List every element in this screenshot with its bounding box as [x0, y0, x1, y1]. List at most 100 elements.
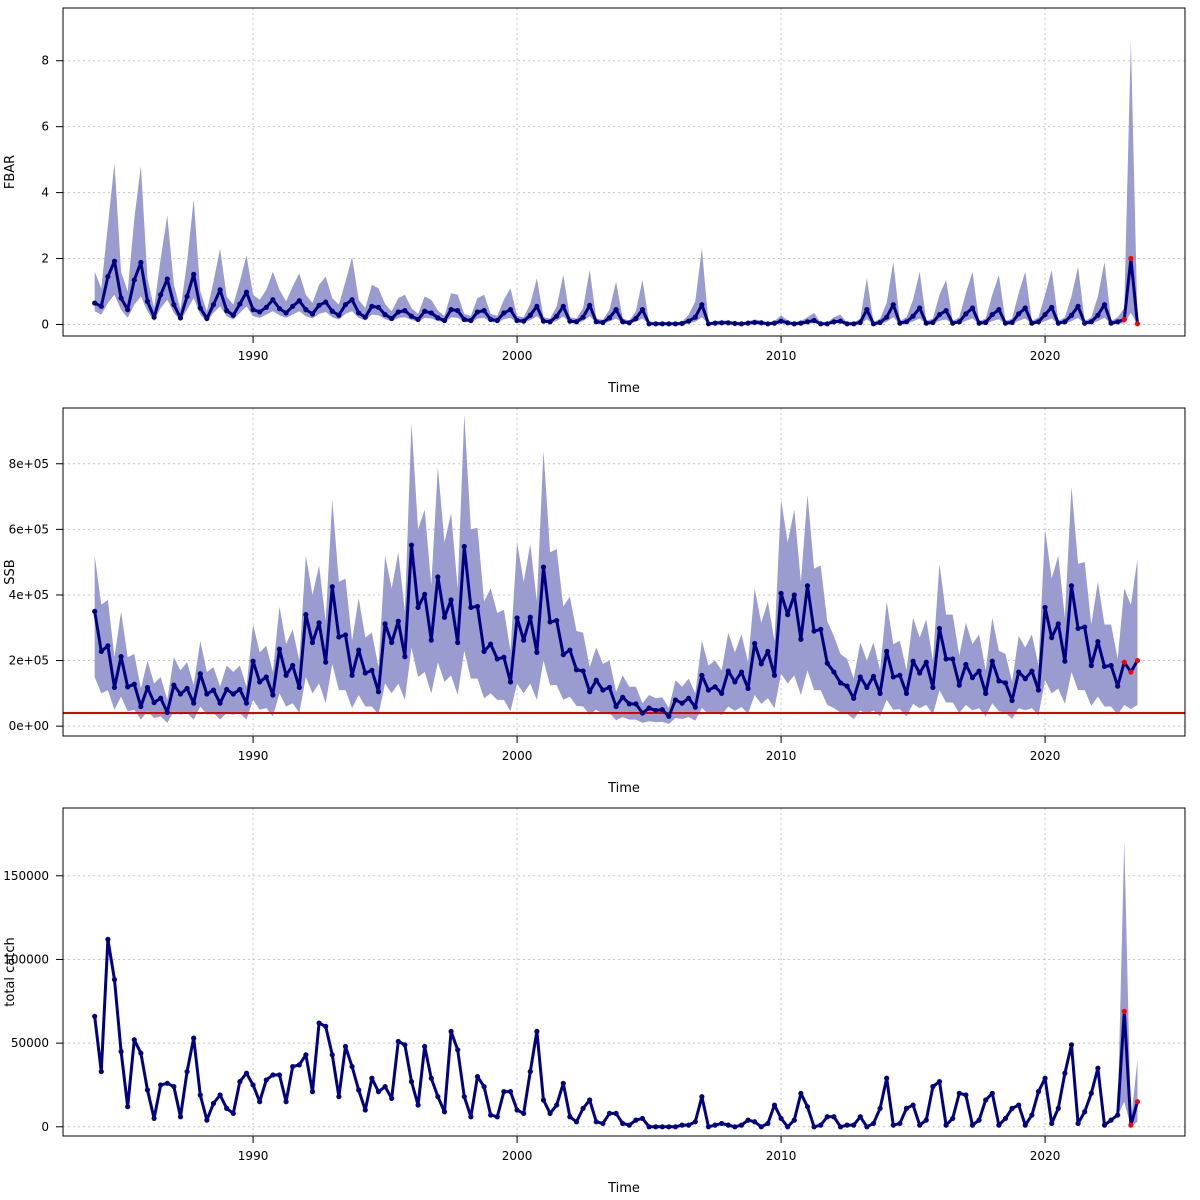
fbar-y-tick-label: 8: [41, 54, 49, 68]
fbar-data-point: [164, 276, 170, 282]
total-catch-data-point: [606, 1110, 613, 1117]
ssb-data-point: [758, 661, 764, 667]
total-catch-data-point: [818, 1122, 824, 1128]
fbar-data-point: [917, 305, 923, 311]
fbar-data-point: [323, 299, 329, 305]
ssb-data-point: [917, 670, 923, 676]
fbar-data-point: [521, 318, 527, 324]
ssb-plot-frame: [62, 407, 1186, 737]
fbar-data-point: [679, 320, 685, 327]
total-catch-data-point: [732, 1124, 738, 1130]
ssb-data-point: [620, 694, 626, 700]
fbar-data-point: [791, 321, 797, 327]
fbar-data-point: [356, 310, 362, 316]
fbar-data-point: [125, 307, 131, 313]
ssb-data-point: [158, 695, 164, 701]
total-catch-data-point: [771, 1102, 778, 1108]
ssb-data-point: [349, 672, 355, 678]
fbar-data-point: [296, 298, 302, 304]
ssb-data-point: [712, 684, 718, 690]
total-catch-data-point: [917, 1122, 923, 1128]
total-catch-data-point: [983, 1097, 989, 1103]
ssb-data-point: [210, 687, 217, 693]
ssb-data-point: [1022, 676, 1028, 682]
total-catch-data-point: [745, 1117, 751, 1123]
total-catch-data-point: [257, 1099, 263, 1105]
fbar-data-point: [903, 319, 910, 325]
total-catch-data-point: [719, 1120, 725, 1127]
total-catch-data-point: [224, 1105, 230, 1111]
ssb-data-point: [738, 669, 745, 675]
total-catch-data-point: [778, 1115, 784, 1122]
total-catch-plot-frame: [62, 807, 1186, 1137]
total-catch-data-point: [250, 1082, 256, 1088]
fbar-data-point: [441, 317, 448, 324]
ssb-data-point: [382, 621, 388, 627]
ssb-data-point: [191, 700, 197, 706]
ssb-data-point: [791, 592, 797, 598]
total-catch-data-point: [125, 1104, 131, 1110]
ssb-data-point: [474, 603, 481, 610]
ssb-data-point: [481, 648, 487, 654]
fbar-data-point: [659, 321, 665, 327]
ssb-data-point: [1101, 663, 1108, 670]
total-catch-data-point: [943, 1122, 949, 1128]
ssb-y-tick-label: 0e+00: [9, 719, 49, 733]
ssb-data-point: [653, 707, 659, 714]
ssb-data-point: [1002, 680, 1009, 686]
total-catch-data-point: [705, 1124, 712, 1130]
ssb-data-point: [243, 700, 250, 706]
fbar-data-point: [118, 295, 124, 301]
total-catch-data-point: [692, 1119, 698, 1125]
total-catch-data-point: [316, 1020, 322, 1026]
total-catch-data-point: [633, 1117, 639, 1123]
fbar-data-point: [131, 277, 137, 283]
fbar-data-point: [771, 320, 778, 326]
ssb-data-point: [679, 700, 685, 706]
ssb-panel: 1990 2000 2010 2020 0e+00 2e+05 4e+05 6e+05 8e+0…: [3, 407, 1186, 796]
fbar-data-point: [732, 320, 738, 327]
fbar-data-point: [171, 302, 177, 308]
ssb-data-point: [1049, 635, 1055, 641]
ssb-data-point: [989, 658, 995, 664]
total-catch-x-tick-label: 2020: [1030, 1149, 1061, 1163]
total-catch-data-point: [455, 1047, 461, 1053]
fbar-data-point: [1075, 303, 1081, 309]
total-catch-data-point: [336, 1094, 342, 1100]
total-catch-data-point: [587, 1097, 593, 1103]
fbar-data-point: [930, 319, 936, 326]
ssb-data-point: [461, 543, 467, 550]
fbar-data-point: [672, 321, 679, 327]
ssb-data-point: [316, 620, 322, 626]
fbar-data-point: [276, 306, 283, 312]
total-catch-data-point: [276, 1072, 283, 1078]
fbar-y-tick-label: 6: [41, 120, 49, 134]
fbar-data-point: [910, 313, 916, 319]
ssb-y-tick-label: 6e+05: [9, 522, 49, 536]
total-catch-data-point: [177, 1114, 184, 1120]
ssb-data-point: [884, 648, 890, 654]
ssb-data-point: [672, 697, 679, 703]
fbar-data-point: [402, 308, 408, 314]
fbar-data-point: [230, 312, 236, 318]
ssb-data-point: [448, 597, 454, 603]
fbar-data-point: [349, 297, 355, 303]
ssb-data-point: [488, 641, 494, 647]
total-catch-data-point: [639, 1115, 646, 1122]
ssb-data-point: [778, 590, 784, 596]
ssb-data-point: [725, 668, 731, 674]
ssb-data-point: [732, 679, 738, 685]
total-catch-data-point: [92, 1013, 98, 1019]
total-catch-data-point: [375, 1089, 382, 1095]
ssb-data-point: [323, 659, 329, 665]
total-catch-data-point: [1075, 1120, 1081, 1127]
ssb-data-point: [1095, 638, 1101, 645]
fbar-data-point: [1035, 319, 1042, 325]
ssb-data-point: [441, 614, 448, 620]
ssb-data-point: [276, 646, 283, 652]
fbar-data-point: [1022, 305, 1028, 311]
total-catch-data-point: [151, 1115, 157, 1122]
ssb-data-point: [587, 689, 593, 695]
total-catch-data-point: [131, 1037, 137, 1043]
fbar-data-point: [534, 303, 540, 309]
